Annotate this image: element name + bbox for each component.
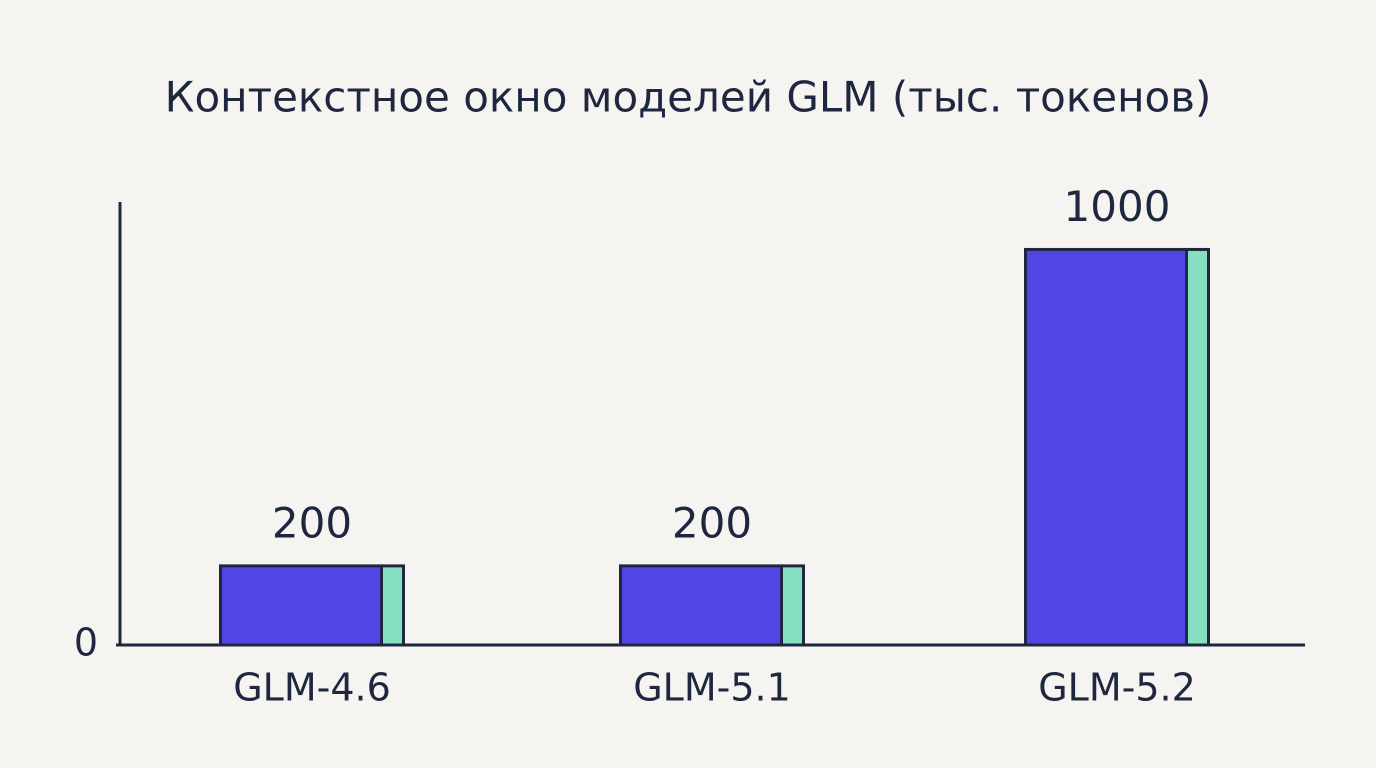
bar bbox=[619, 564, 783, 647]
value-label: 200 bbox=[672, 498, 752, 547]
bar-side bbox=[380, 564, 405, 647]
bar-side bbox=[780, 564, 805, 647]
y-tick-label: 0 bbox=[74, 621, 98, 665]
bar bbox=[219, 564, 383, 647]
value-label: 1000 bbox=[1064, 182, 1171, 231]
value-label: 200 bbox=[272, 498, 352, 547]
bar bbox=[1024, 247, 1188, 647]
x-tick-label: GLM-5.1 bbox=[633, 666, 791, 710]
x-tick-label: GLM-4.6 bbox=[233, 666, 391, 710]
x-tick-label: GLM-5.2 bbox=[1038, 666, 1196, 710]
bar-side bbox=[1185, 247, 1210, 647]
chart-title: Контекстное окно моделей GLM (тыс. токен… bbox=[165, 73, 1212, 122]
